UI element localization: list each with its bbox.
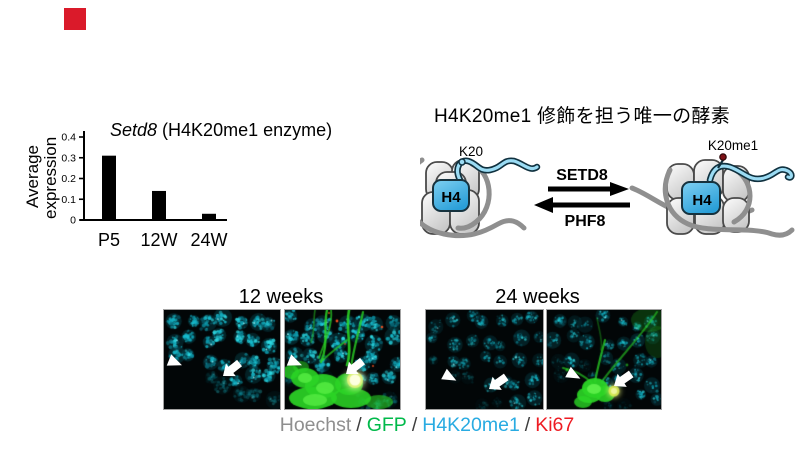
y-axis-title-line1: Average <box>23 145 42 208</box>
nucleosome-pathway-diagram: H4 K20 SETD8 PHF8 H4 K20me1 <box>420 138 795 239</box>
h4-subunit <box>432 179 470 212</box>
chart-plot-area: 0.4 0.3 0.2 0.1 0 P5 12W 24W <box>61 131 228 250</box>
legend-slash: / <box>411 414 418 436</box>
k20me1-label: K20me1 <box>708 138 758 153</box>
svg-text:12W: 12W <box>140 230 177 250</box>
svg-text:0: 0 <box>70 215 76 227</box>
svg-text:0.4: 0.4 <box>61 132 76 144</box>
dna-strand <box>455 161 492 231</box>
legend-slash: / <box>356 414 362 436</box>
methyl-mark <box>719 153 727 161</box>
forward-arrow <box>548 182 629 196</box>
reverse-enzyme-label: PHF8 <box>565 213 606 230</box>
dna-strand <box>420 157 425 165</box>
reverse-arrow <box>534 197 630 213</box>
svg-text:24W: 24W <box>190 230 227 250</box>
legend-hoechst: Hoechst <box>279 414 352 436</box>
h4-label: H4 <box>441 189 461 206</box>
micrograph-12w-merge-gfp <box>284 309 401 410</box>
h4-label: H4 <box>692 192 712 209</box>
y-axis-title: Average expression <box>23 137 60 219</box>
micrograph-12w-hoechst-h4k20me1 <box>163 309 281 410</box>
red-square-marker <box>64 8 86 30</box>
svg-text:0.3: 0.3 <box>61 152 76 164</box>
tail-loop <box>458 158 466 166</box>
group-label-12-weeks: 12 weeks <box>238 286 324 308</box>
bar-P5 <box>102 155 116 220</box>
reaction-arrows: SETD8 PHF8 <box>534 167 630 230</box>
nucleosome-methylated: H4 K20me1 <box>629 138 795 238</box>
stain-legend: Hoechst / GFP / H4K20me1/Ki67 <box>167 414 687 437</box>
legend-ki67: Ki67 <box>535 414 575 436</box>
legend-slash: / <box>524 414 531 436</box>
h4-tail <box>708 164 793 182</box>
micrograph-24w-merge-gfp <box>546 309 662 410</box>
svg-text:P5: P5 <box>98 230 120 250</box>
svg-text:0.2: 0.2 <box>61 173 76 185</box>
y-axis-title-line2: expression <box>41 137 60 219</box>
dna-strand <box>420 218 527 239</box>
h4-subunit <box>681 181 721 215</box>
micrograph-24w-hoechst-h4k20me1 <box>425 309 544 410</box>
group-label-24-weeks: 24 weeks <box>495 286 580 308</box>
methyl-stem <box>717 159 724 169</box>
bar-12W <box>152 190 166 220</box>
dna-strand <box>662 167 795 238</box>
pathway-title: H4K20me1 修飾を担う唯一の酵素 <box>434 106 731 127</box>
chart-title: Setd8 (H4K20me1 enzyme) <box>110 120 332 140</box>
expression-bar-chart: Average expression Setd8 (H4K20me1 enzym… <box>23 120 332 250</box>
k20-label: K20 <box>459 144 483 159</box>
chart-title-suffix: (H4K20me1 enzyme) <box>157 120 332 140</box>
legend-h4k20me1: H4K20me1 <box>422 414 520 436</box>
gene-name: Setd8 <box>110 120 157 140</box>
svg-text:0.1: 0.1 <box>61 194 76 206</box>
bar-24W <box>202 213 216 220</box>
forward-enzyme-label: SETD8 <box>556 167 608 184</box>
nucleosome-unmethylated: H4 K20 <box>420 144 541 239</box>
legend-gfp: GFP <box>366 414 407 436</box>
